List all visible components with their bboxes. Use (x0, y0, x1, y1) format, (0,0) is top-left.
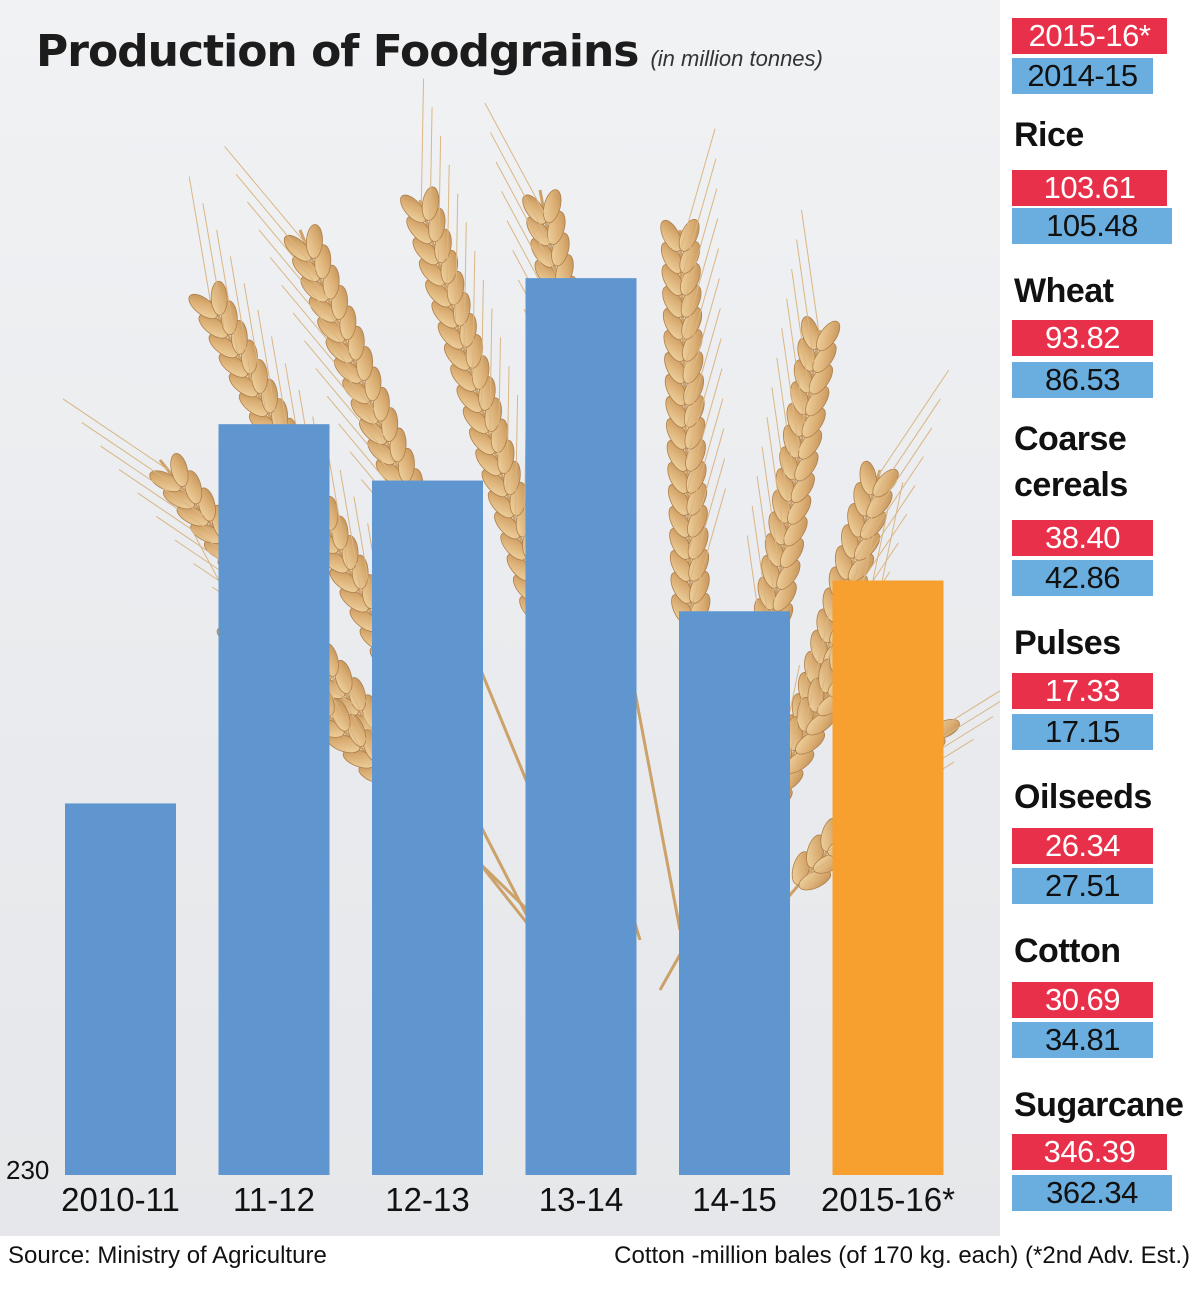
crop-label-3: Pulses (1014, 624, 1121, 662)
crop-previous-value: 27.51 (1012, 868, 1153, 904)
chart-panel: Production of Foodgrains (in million ton… (0, 0, 1000, 1236)
x-tick-label: 2015-16* (821, 1181, 955, 1218)
title-row: Production of Foodgrains (in million ton… (36, 26, 823, 77)
crop-current-value: 346.39 (1012, 1134, 1167, 1170)
crop-previous-value: 17.15 (1012, 714, 1153, 750)
x-tick-label: 11-12 (233, 1181, 315, 1218)
x-tick-label: 12-13 (385, 1181, 469, 1218)
bar-2010-11 (65, 803, 176, 1175)
crop-comparison-panel: 2015-16* 2014-15 Rice 103.61 105.48 Wheat 93.8… (1000, 0, 1200, 1236)
crop-current-value: 17.33 (1012, 673, 1153, 709)
crop-previous-value: 42.86 (1012, 560, 1153, 596)
source-note: Source: Ministry of Agriculture (8, 1242, 327, 1269)
x-tick-label: 14-15 (692, 1181, 776, 1218)
legend-previous-year: 2014-15 (1012, 58, 1153, 94)
crop-label-0: Rice (1014, 116, 1084, 154)
crop-label-4: Oilseeds (1014, 778, 1152, 816)
bar-11-12 (218, 424, 330, 1175)
bar-14-15 (679, 611, 790, 1175)
crop-current-value: 103.61 (1012, 170, 1167, 206)
crop-current-value: 30.69 (1012, 982, 1153, 1018)
y-baseline-label: 230 (6, 1155, 49, 1185)
crop-previous-value: 362.34 (1012, 1175, 1172, 1211)
bar-chart: 2010-11 11-12 12-13 13-14 14-15 2015-16* 230 (6, 278, 955, 1218)
crop-current-value: 26.34 (1012, 828, 1153, 864)
legend-current-year: 2015-16* (1012, 18, 1167, 54)
chart-title: Production of Foodgrains (36, 26, 639, 77)
chart-subtitle: (in million tonnes) (650, 46, 823, 71)
x-tick-label: 13-14 (539, 1181, 623, 1218)
bar-13-14 (525, 278, 637, 1175)
crop-previous-value: 86.53 (1012, 362, 1153, 398)
x-tick-label: 2010-11 (61, 1181, 180, 1218)
crop-label-5: Cotton (1014, 932, 1121, 970)
bar-2015-16* (832, 580, 944, 1175)
footer: Source: Ministry of Agriculture Cotton -… (0, 1236, 1200, 1303)
bar-12-13 (372, 480, 483, 1175)
wheat-ear-shape (660, 128, 726, 921)
crop-current-value: 38.40 (1012, 520, 1153, 556)
crop-label-2: Coarse cereals (1014, 420, 1128, 504)
unit-note: Cotton -million bales (of 170 kg. each) … (614, 1242, 1190, 1269)
crop-current-value: 93.82 (1012, 320, 1153, 356)
crop-previous-value: 34.81 (1012, 1022, 1153, 1058)
crop-label-6: Sugarcane (1014, 1086, 1184, 1124)
crop-previous-value: 105.48 (1012, 208, 1172, 244)
crop-label-1: Wheat (1014, 272, 1114, 310)
